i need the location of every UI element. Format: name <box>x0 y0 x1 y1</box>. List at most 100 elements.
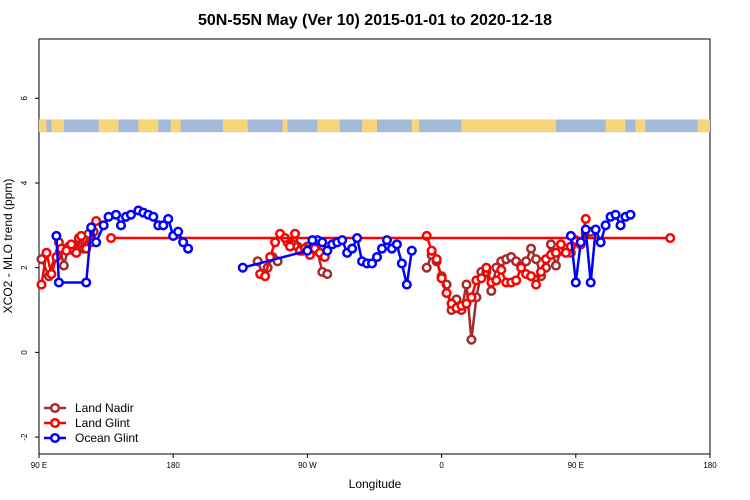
data-point <box>461 298 472 309</box>
data-point <box>53 277 64 288</box>
land-band-segment <box>461 119 499 133</box>
legend-label: Land Glint <box>75 416 130 430</box>
data-point <box>550 260 561 271</box>
data-point <box>81 277 92 288</box>
data-point <box>178 237 189 248</box>
data-point <box>421 262 432 273</box>
x-tick-label: 180 <box>167 461 181 470</box>
data-point <box>526 271 537 282</box>
data-point <box>237 262 248 273</box>
data-point <box>366 258 378 269</box>
data-point <box>148 211 159 222</box>
data-point <box>284 241 296 252</box>
data-point <box>163 213 174 225</box>
data-point <box>352 232 363 244</box>
land-band-segment <box>39 119 47 133</box>
data-point <box>406 245 417 256</box>
data-point <box>550 247 561 258</box>
legend-marker <box>49 402 61 414</box>
data-point <box>98 220 109 231</box>
land-band-segment <box>697 119 710 133</box>
data-point <box>600 220 611 231</box>
data-point <box>625 209 636 220</box>
data-point <box>476 273 487 284</box>
data-point <box>391 239 402 250</box>
y-axis-label: XCO2 - MLO trend (ppm) <box>1 179 15 314</box>
data-point <box>260 271 271 282</box>
data-point <box>322 268 333 280</box>
data-point <box>555 239 566 250</box>
legend-label: Ocean Glint <box>75 431 139 445</box>
land-band-segment <box>317 119 340 133</box>
y-tick-label: 2 <box>20 265 29 270</box>
data-point <box>106 232 117 244</box>
series-layer <box>36 205 676 345</box>
data-point <box>317 237 328 248</box>
data-point <box>91 237 102 248</box>
data-point <box>565 230 576 241</box>
data-point <box>401 279 412 290</box>
data-point <box>36 279 47 290</box>
y-tick-label: -2 <box>20 433 29 441</box>
data-point <box>46 268 57 280</box>
data-point <box>51 230 62 241</box>
data-point <box>530 279 542 290</box>
data-point <box>376 243 388 254</box>
legend-marker <box>49 417 61 429</box>
data-point <box>521 256 532 267</box>
data-point <box>76 230 87 241</box>
data-point <box>381 235 392 246</box>
data-point <box>91 216 102 227</box>
data-point <box>486 285 497 297</box>
data-point <box>580 213 591 225</box>
y-tick-label: 6 <box>20 96 29 101</box>
data-point <box>322 245 333 256</box>
data-point <box>431 254 442 265</box>
data-point <box>61 245 72 256</box>
series-ocean-glint <box>51 205 636 290</box>
data-point <box>41 247 52 258</box>
land-band-segment <box>222 119 248 133</box>
chart-title: 50N-55N May (Ver 10) 2015-01-01 to 2020-… <box>198 12 552 29</box>
land-band-segment <box>170 119 181 133</box>
data-point <box>461 279 472 290</box>
plot-frame <box>38 38 711 455</box>
data-point <box>302 245 313 256</box>
data-point <box>511 275 522 286</box>
data-point <box>158 220 169 231</box>
land-band-segment <box>605 119 626 133</box>
axes: 90 E 180 90 W 0 90 E 180 -2 0 2 4 6 <box>20 96 717 470</box>
data-point <box>183 243 194 254</box>
land-band-segment <box>282 119 288 133</box>
data-point <box>580 224 591 235</box>
data-point <box>270 237 281 248</box>
data-point <box>125 209 137 220</box>
data-point <box>560 247 571 258</box>
data-point <box>665 232 676 244</box>
x-tick-label: 90 W <box>298 461 317 470</box>
land-band-segment <box>411 119 420 133</box>
data-point <box>496 264 507 275</box>
data-point <box>441 288 452 299</box>
land-band-segment <box>362 119 377 133</box>
data-point <box>115 220 127 231</box>
data-point <box>66 239 77 250</box>
data-point <box>371 252 383 263</box>
legend-marker <box>49 432 61 444</box>
data-point <box>289 228 301 239</box>
data-point <box>337 235 348 246</box>
data-point <box>426 245 437 256</box>
land-band-segment <box>493 119 556 133</box>
y-tick-label: 0 <box>20 350 29 355</box>
data-point <box>71 247 82 258</box>
x-tick-label: 0 <box>439 461 444 470</box>
legend-label: Land Nadir <box>75 401 134 415</box>
land-band-segment <box>98 119 119 133</box>
data-point <box>610 209 621 220</box>
land-ocean-band <box>39 119 710 133</box>
data-point <box>86 222 97 233</box>
data-point <box>307 235 318 246</box>
land-band-segment <box>51 119 64 133</box>
